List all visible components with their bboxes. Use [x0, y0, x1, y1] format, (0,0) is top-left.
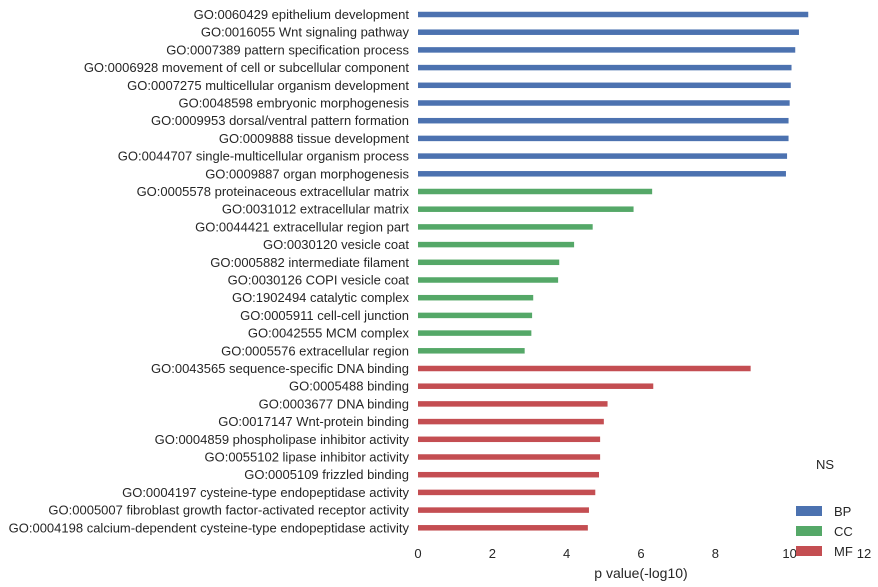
category-label: GO:0031012 extracellular matrix: [222, 202, 410, 217]
bar-cc: [418, 188, 653, 195]
bar-bp: [418, 135, 789, 142]
x-axis-label: p value(-log10): [594, 565, 687, 581]
legend-label-mf: MF: [834, 544, 853, 559]
category-label: GO:0005488 binding: [289, 379, 409, 394]
legend-label-bp: BP: [834, 504, 851, 519]
category-label: GO:0009953 dorsal/ventral pattern format…: [151, 113, 409, 128]
category-label: GO:0005882 intermediate filament: [210, 255, 409, 270]
legend-swatch-bp: [796, 506, 822, 516]
category-label: GO:0044707 single-multicellular organism…: [118, 149, 410, 164]
bar-mf: [418, 471, 600, 478]
category-label: GO:0005109 frizzled binding: [244, 467, 409, 482]
bar-cc: [418, 259, 560, 266]
category-label: GO:0017147 Wnt-protein binding: [218, 414, 409, 429]
bar-cc: [418, 348, 525, 354]
x-tick-label: 4: [563, 546, 570, 561]
bar-cc: [418, 294, 534, 301]
bar-cc: [418, 312, 533, 319]
category-label: GO:0004859 phospholipase inhibitor activ…: [155, 432, 410, 447]
category-label: GO:0005578 proteinaceous extracellular m…: [137, 184, 410, 199]
category-label: GO:0005911 cell-cell junction: [240, 308, 409, 323]
category-label: GO:0048598 embryonic morphogenesis: [178, 96, 409, 111]
bar-mf: [418, 525, 588, 531]
x-tick-label: 2: [489, 546, 496, 561]
bar-bp: [418, 153, 788, 159]
x-tick-label: 10: [782, 546, 796, 561]
bar-mf: [418, 436, 601, 443]
category-label: GO:0055102 lipase inhibitor activity: [204, 450, 409, 465]
category-label: GO:0004198 calcium-dependent cysteine-ty…: [9, 520, 410, 535]
bar-bp: [418, 82, 791, 89]
bar-cc: [418, 277, 559, 283]
legend-swatch-cc: [796, 526, 822, 536]
bar-mf: [418, 383, 654, 389]
category-label: GO:0003677 DNA binding: [259, 396, 409, 411]
category-label: GO:0005007 fibroblast growth factor-acti…: [48, 503, 409, 518]
category-label: GO:0005576 extracellular region: [221, 343, 409, 358]
category-label: GO:0030126 COPI vesicle coat: [228, 273, 410, 288]
bar-bp: [418, 100, 790, 106]
category-label: GO:0030120 vesicle coat: [263, 237, 409, 252]
category-label: GO:0006928 movement of cell or subcellul…: [84, 60, 410, 75]
bar-bp: [418, 117, 789, 124]
bar-cc: [418, 224, 593, 230]
category-label: GO:0007389 pattern specification process: [166, 42, 409, 57]
bar-mf: [418, 418, 604, 425]
category-label: GO:0016055 Wnt signaling pathway: [201, 25, 410, 40]
category-label: GO:0044421 extracellular region part: [195, 219, 409, 234]
category-label: GO:0007275 multicellular organism develo…: [127, 78, 409, 93]
bar-cc: [418, 330, 532, 336]
x-tick-label: 12: [857, 546, 871, 561]
bar-bp: [418, 11, 809, 18]
bars: [418, 11, 809, 531]
category-label: GO:0060429 epithelium development: [194, 7, 410, 22]
bar-bp: [418, 171, 786, 177]
bar-mf: [418, 365, 751, 372]
legend-swatch-mf: [796, 546, 822, 556]
legend-label-cc: CC: [834, 524, 853, 539]
bar-mf: [418, 507, 589, 513]
bar-cc: [418, 206, 634, 212]
bar-bp: [418, 47, 796, 53]
category-label: GO:0042555 MCM complex: [248, 326, 410, 341]
x-tick-label: 8: [712, 546, 719, 561]
bar-bp: [418, 64, 792, 71]
category-label: GO:0009887 organ morphogenesis: [205, 166, 409, 181]
category-labels: GO:0060429 epithelium development GO:0016…: [9, 7, 410, 535]
category-label: GO:0043565 sequence-specific DNA binding: [151, 361, 409, 376]
x-tick-label: 0: [414, 546, 421, 561]
bar-mf: [418, 401, 608, 407]
x-axis: 0 2 4 6 8 10 12: [414, 546, 871, 561]
category-label: GO:0004197 cysteine-type endopeptidase a…: [122, 485, 409, 500]
legend: NS BP CC MF: [796, 457, 853, 559]
legend-title: NS: [816, 457, 834, 472]
category-label: GO:0009888 tissue development: [219, 131, 409, 146]
bar-mf: [418, 489, 596, 496]
bar-mf: [418, 454, 601, 460]
bar-bp: [418, 29, 799, 35]
bar-cc: [418, 241, 575, 248]
category-label: GO:1902494 catalytic complex: [232, 290, 410, 305]
x-tick-label: 6: [637, 546, 644, 561]
